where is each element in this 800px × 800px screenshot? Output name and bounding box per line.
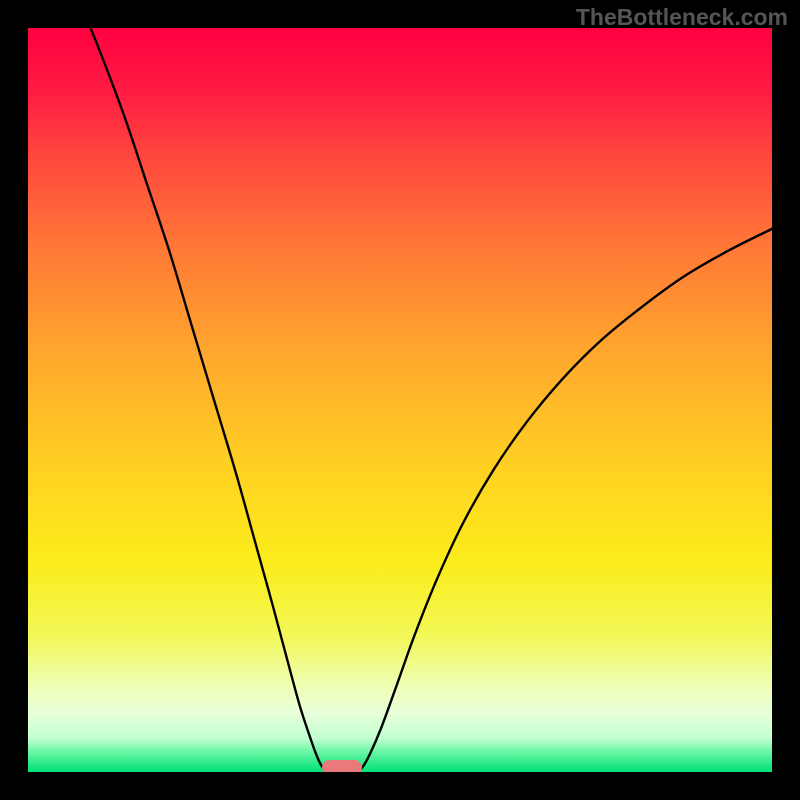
watermark-text: TheBottleneck.com: [576, 4, 788, 31]
plot-area: [28, 28, 772, 772]
chart-frame: TheBottleneck.com: [0, 0, 800, 800]
bottleneck-curve: [28, 28, 772, 772]
bottleneck-marker: [322, 760, 362, 772]
